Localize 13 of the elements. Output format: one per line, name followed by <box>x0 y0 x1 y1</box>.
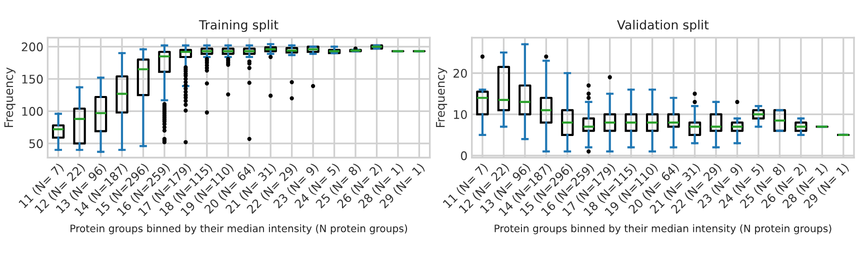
y-tick-label: 50 <box>29 139 43 148</box>
y-tick-label: 10 <box>454 110 467 119</box>
y-tick-label: 20 <box>454 68 467 78</box>
x-axis-title: Protein groups binned by their median intensity (N protein groups) <box>70 224 408 234</box>
y-axis-title: Frequency <box>436 68 448 127</box>
y-tick-label: 200 <box>22 42 43 52</box>
x-axis-title: Protein groups binned by their median intensity (N protein groups) <box>494 224 832 234</box>
y-tick-label: 0 <box>460 151 467 160</box>
y-tick-label: 100 <box>22 106 43 116</box>
chart-title: Training split <box>198 20 278 32</box>
y-tick-label: 150 <box>22 74 43 84</box>
y-axis-title: Frequency <box>4 68 16 127</box>
chart-title: Validation split <box>617 20 709 32</box>
